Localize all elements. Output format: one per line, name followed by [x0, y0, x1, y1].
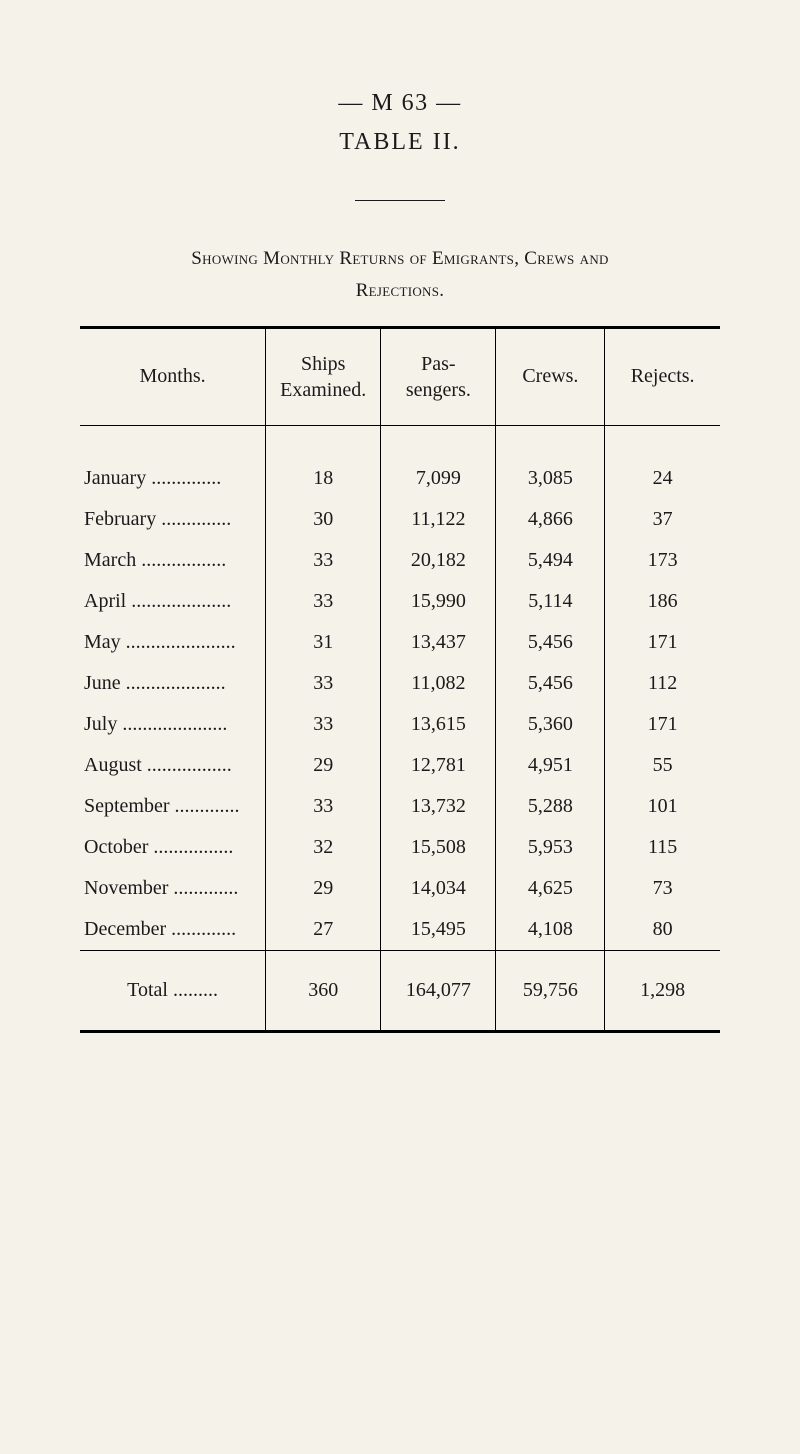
table-body: January ..............187,0993,08524Febr…: [80, 425, 720, 950]
page-container: — M 63 — TABLE II. Showing Monthly Retur…: [0, 0, 800, 1093]
passengers-cell: 11,122: [381, 499, 496, 540]
rejects-cell: 73: [605, 868, 720, 909]
total-passengers: 164,077: [381, 950, 496, 1031]
passengers-cell: 11,082: [381, 663, 496, 704]
ships-cell: 31: [266, 622, 381, 663]
month-cell: October ................: [80, 827, 266, 868]
ships-cell: 27: [266, 909, 381, 951]
passengers-cell: 20,182: [381, 540, 496, 581]
crews-cell: 5,114: [496, 581, 605, 622]
total-ships: 360: [266, 950, 381, 1031]
crews-cell: 5,953: [496, 827, 605, 868]
col-header-passengers: Pas- sengers.: [381, 327, 496, 425]
month-cell: February ..............: [80, 499, 266, 540]
total-row: Total ......... 360 164,077 59,756 1,298: [80, 950, 720, 1031]
ships-cell: 29: [266, 868, 381, 909]
table-row: January ..............187,0993,08524: [80, 458, 720, 499]
passengers-cell: 15,495: [381, 909, 496, 951]
ships-cell: 29: [266, 745, 381, 786]
rejects-cell: 101: [605, 786, 720, 827]
total-crews: 59,756: [496, 950, 605, 1031]
passengers-cell: 13,732: [381, 786, 496, 827]
rejects-cell: 112: [605, 663, 720, 704]
ships-cell: 33: [266, 540, 381, 581]
rejects-cell: 80: [605, 909, 720, 951]
passengers-cell: 13,437: [381, 622, 496, 663]
table-header-row: Months. Ships Examined. Pas- sengers. Cr…: [80, 327, 720, 425]
rejects-cell: 186: [605, 581, 720, 622]
crews-cell: 5,360: [496, 704, 605, 745]
passengers-cell: 12,781: [381, 745, 496, 786]
ships-cell: 33: [266, 663, 381, 704]
description-line-1: Showing Monthly Returns of Emigrants, Cr…: [191, 248, 608, 269]
table-row: February ..............3011,1224,86637: [80, 499, 720, 540]
col-header-crews: Crews.: [496, 327, 605, 425]
rejects-cell: 37: [605, 499, 720, 540]
month-cell: January ..............: [80, 458, 266, 499]
crews-cell: 4,108: [496, 909, 605, 951]
table-row: April ....................3315,9905,1141…: [80, 581, 720, 622]
divider: [355, 200, 445, 201]
rejects-cell: 55: [605, 745, 720, 786]
col-header-ships: Ships Examined.: [266, 327, 381, 425]
passengers-cell: 13,615: [381, 704, 496, 745]
rejects-cell: 171: [605, 704, 720, 745]
table-row: October ................3215,5085,953115: [80, 827, 720, 868]
rejects-cell: 115: [605, 827, 720, 868]
ships-cell: 33: [266, 786, 381, 827]
pas-l1: Pas-: [421, 353, 455, 375]
month-cell: May ......................: [80, 622, 266, 663]
ships-cell: 30: [266, 499, 381, 540]
table-title: TABLE II.: [80, 129, 720, 156]
crews-cell: 4,866: [496, 499, 605, 540]
ships-cell: 33: [266, 581, 381, 622]
table-row: March .................3320,1825,494173: [80, 540, 720, 581]
total-rejects: 1,298: [605, 950, 720, 1031]
month-cell: April ....................: [80, 581, 266, 622]
passengers-cell: 15,508: [381, 827, 496, 868]
crews-cell: 3,085: [496, 458, 605, 499]
rejects-cell: 171: [605, 622, 720, 663]
col-header-rejects: Rejects.: [605, 327, 720, 425]
ships-cell: 18: [266, 458, 381, 499]
table-row: December .............2715,4954,10880: [80, 909, 720, 951]
passengers-cell: 15,990: [381, 581, 496, 622]
ships-l1: Ships: [301, 353, 345, 375]
month-cell: June ....................: [80, 663, 266, 704]
table-row: July .....................3313,6155,3601…: [80, 704, 720, 745]
month-cell: September .............: [80, 786, 266, 827]
spacer-row: [80, 425, 720, 458]
table-row: September .............3313,7325,288101: [80, 786, 720, 827]
crews-cell: 5,494: [496, 540, 605, 581]
month-cell: March .................: [80, 540, 266, 581]
table-row: June ....................3311,0825,45611…: [80, 663, 720, 704]
crews-cell: 4,625: [496, 868, 605, 909]
emigrants-table: Months. Ships Examined. Pas- sengers. Cr…: [80, 326, 720, 1033]
description-line-2: Rejections.: [356, 280, 445, 301]
crews-cell: 4,951: [496, 745, 605, 786]
rejects-cell: 24: [605, 458, 720, 499]
rejects-cell: 173: [605, 540, 720, 581]
passengers-cell: 7,099: [381, 458, 496, 499]
pas-l2: sengers.: [406, 379, 471, 401]
ships-l2: Examined.: [280, 379, 366, 401]
crews-cell: 5,456: [496, 622, 605, 663]
ships-cell: 33: [266, 704, 381, 745]
month-cell: December .............: [80, 909, 266, 951]
passengers-cell: 14,034: [381, 868, 496, 909]
total-label: Total .........: [80, 950, 266, 1031]
page-number-header: — M 63 —: [80, 90, 720, 117]
month-cell: July .....................: [80, 704, 266, 745]
month-cell: August .................: [80, 745, 266, 786]
table-row: November .............2914,0344,62573: [80, 868, 720, 909]
crews-cell: 5,288: [496, 786, 605, 827]
table-row: August .................2912,7814,95155: [80, 745, 720, 786]
description: Showing Monthly Returns of Emigrants, Cr…: [80, 243, 720, 308]
month-cell: November .............: [80, 868, 266, 909]
col-header-months: Months.: [80, 327, 266, 425]
ships-cell: 32: [266, 827, 381, 868]
crews-cell: 5,456: [496, 663, 605, 704]
table-row: May ......................3113,4375,4561…: [80, 622, 720, 663]
